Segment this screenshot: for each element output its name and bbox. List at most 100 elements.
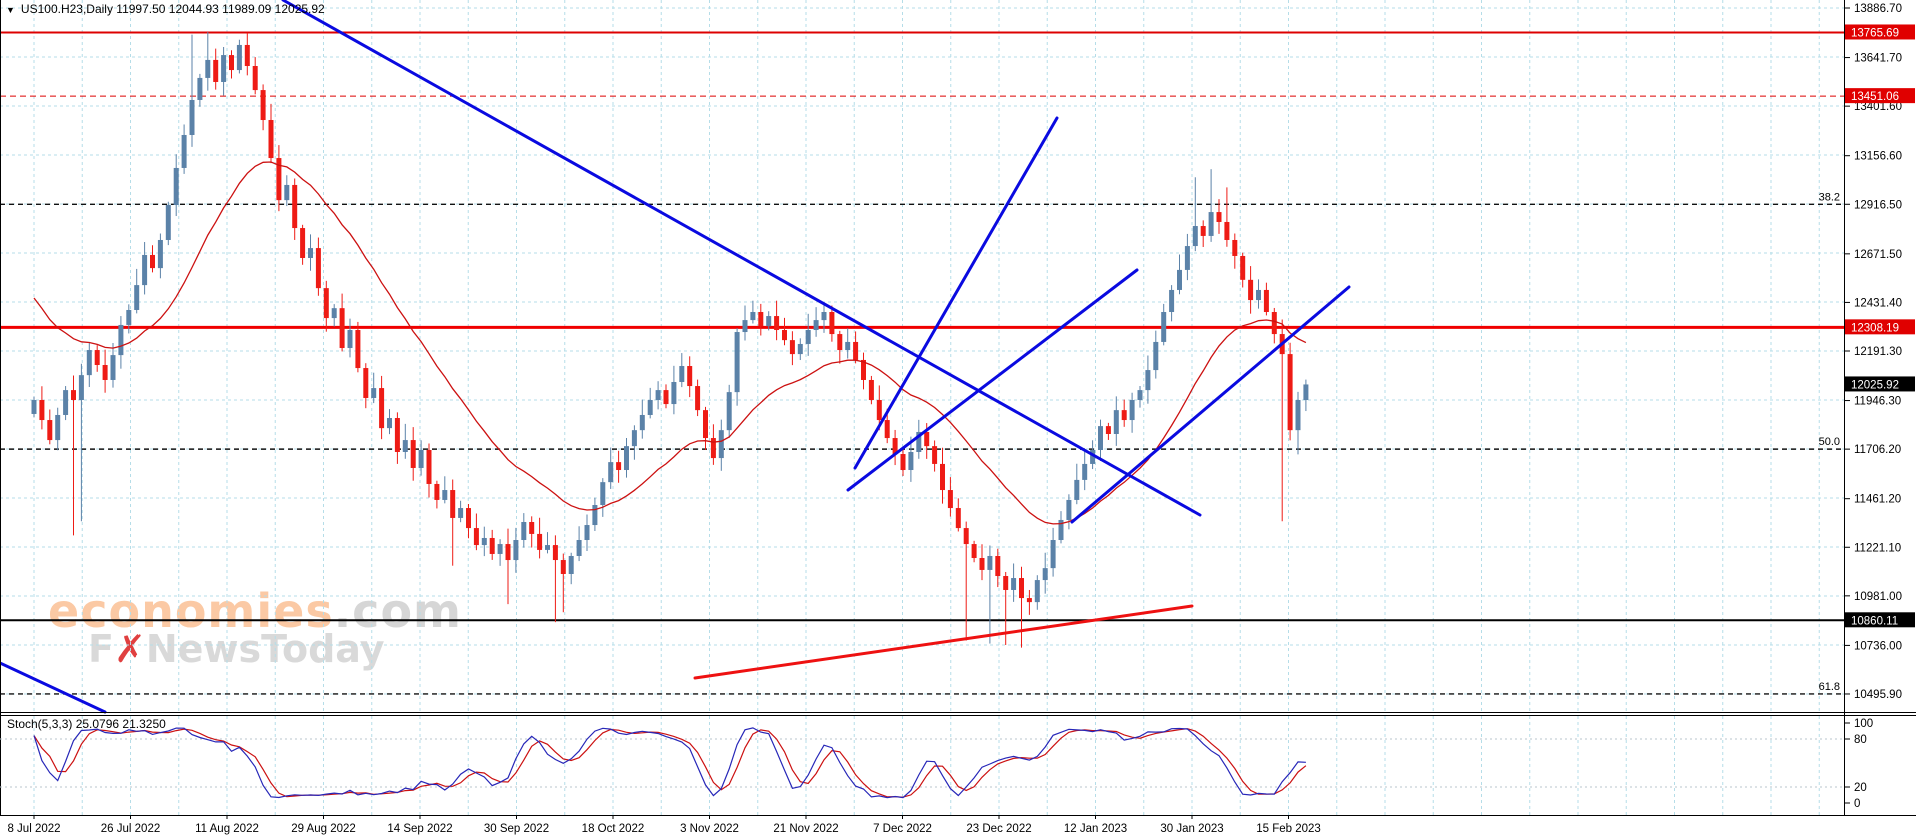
- candle-body: [1145, 370, 1151, 391]
- symbol-title: ▼ US100.H23,Daily 11997.50 12044.93 11989…: [6, 2, 325, 16]
- candle-body: [134, 285, 140, 310]
- candle-body: [489, 537, 495, 554]
- candle-body: [876, 400, 882, 421]
- candle-body: [774, 316, 780, 331]
- candle-body: [971, 544, 977, 559]
- candle-body: [1216, 212, 1222, 222]
- candle-body: [426, 449, 432, 484]
- candle-body: [1066, 499, 1072, 520]
- candle-body: [1232, 239, 1238, 256]
- candle-body: [244, 44, 250, 67]
- candle-body: [979, 558, 985, 570]
- candle-body: [766, 316, 772, 327]
- candle-body: [94, 350, 100, 366]
- price-tick-label: 12431.40: [1854, 297, 1902, 309]
- candle-body: [924, 431, 930, 447]
- candle-body: [1224, 221, 1230, 240]
- candle-body: [268, 120, 274, 159]
- price-tick-label: 12671.50: [1854, 249, 1902, 261]
- candle-body: [1121, 410, 1127, 421]
- candle-body: [205, 59, 211, 78]
- symbol-ohlc-text: US100.H23,Daily 11997.50 12044.93 11989.…: [20, 2, 325, 16]
- stoch-tick-label: 100: [1854, 718, 1873, 730]
- candle-body: [1019, 578, 1024, 599]
- indicator-label: Stoch(5,3,3) 25.0796 21.3250: [7, 717, 166, 731]
- candle-body: [560, 560, 566, 574]
- candle-body: [568, 555, 574, 574]
- candle-body: [1200, 226, 1206, 236]
- moving-average-line: [33, 161, 1307, 525]
- candle-body: [1240, 255, 1246, 280]
- fib-level-label: 50.0: [1819, 436, 1840, 448]
- candle-body: [1303, 384, 1309, 401]
- candle-body: [758, 312, 764, 327]
- price-badge-value: 13765.69: [1851, 27, 1899, 39]
- candle-body: [1192, 226, 1198, 247]
- candle-body: [339, 308, 345, 349]
- candle-body: [1113, 410, 1119, 434]
- candle-body: [394, 418, 400, 453]
- candle-body: [347, 330, 353, 349]
- candle-body: [592, 505, 598, 526]
- candle-body: [695, 386, 701, 411]
- candle-body: [718, 430, 724, 459]
- fib-level-label: 38.2: [1819, 191, 1840, 203]
- candle-body: [813, 320, 819, 331]
- candle-body: [900, 454, 906, 471]
- candle-body: [829, 312, 835, 335]
- candle-body: [442, 490, 448, 500]
- candle-body: [868, 379, 874, 401]
- stoch-signal-line: [33, 728, 1307, 798]
- watermark-fxnewstoday: F✗NewsToday: [88, 627, 385, 671]
- candle-body: [1058, 519, 1064, 541]
- candle-body: [355, 330, 361, 369]
- candle-body: [916, 431, 922, 453]
- symbol-dropdown-icon[interactable]: ▼: [6, 5, 15, 15]
- price-tick-label: 10495.90: [1854, 689, 1902, 701]
- trendline[interactable]: [693, 604, 1194, 680]
- price-badge-value: 12308.19: [1851, 322, 1899, 334]
- candle-body: [805, 330, 811, 344]
- date-tick-label: 12 Jan 2023: [1064, 823, 1127, 835]
- candle-body: [1098, 426, 1103, 450]
- candle-body: [1169, 289, 1175, 313]
- candle-body: [473, 528, 479, 546]
- candle-body: [987, 555, 993, 570]
- candle-body: [955, 508, 961, 529]
- candle-body: [1153, 341, 1159, 371]
- candle-body: [497, 544, 503, 554]
- trendline[interactable]: [281, 0, 1202, 517]
- price-tick-label: 12916.50: [1854, 199, 1902, 211]
- candle-body: [552, 545, 558, 561]
- price-badge: [1845, 24, 1915, 40]
- candle-body: [221, 55, 227, 82]
- candle-body: [884, 420, 890, 439]
- candle-body: [197, 77, 203, 100]
- candle-body: [1011, 578, 1017, 590]
- candle-body: [165, 204, 171, 240]
- candle-body: [292, 184, 298, 229]
- candle-body: [1177, 269, 1182, 290]
- candle-body: [687, 366, 693, 387]
- candle-body: [995, 555, 1001, 577]
- candle-body: [821, 312, 827, 321]
- candle-body: [150, 254, 155, 269]
- date-tick-label: 11 Aug 2022: [195, 823, 259, 835]
- trendline[interactable]: [846, 268, 1139, 492]
- candle-body: [608, 462, 614, 483]
- candle-body: [1034, 580, 1040, 603]
- candle-body: [1256, 289, 1261, 301]
- candle-body: [157, 239, 163, 269]
- trendline[interactable]: [0, 661, 107, 714]
- candle-body: [576, 540, 582, 556]
- candle-body: [521, 521, 527, 541]
- trendline[interactable]: [1070, 285, 1351, 524]
- stoch-main-line: [33, 727, 1306, 799]
- candle-body: [1263, 289, 1269, 313]
- candle-body: [1287, 354, 1293, 431]
- trendline[interactable]: [853, 116, 1059, 470]
- candle-body: [1161, 312, 1167, 342]
- stoch-tick-label: 20: [1854, 782, 1867, 794]
